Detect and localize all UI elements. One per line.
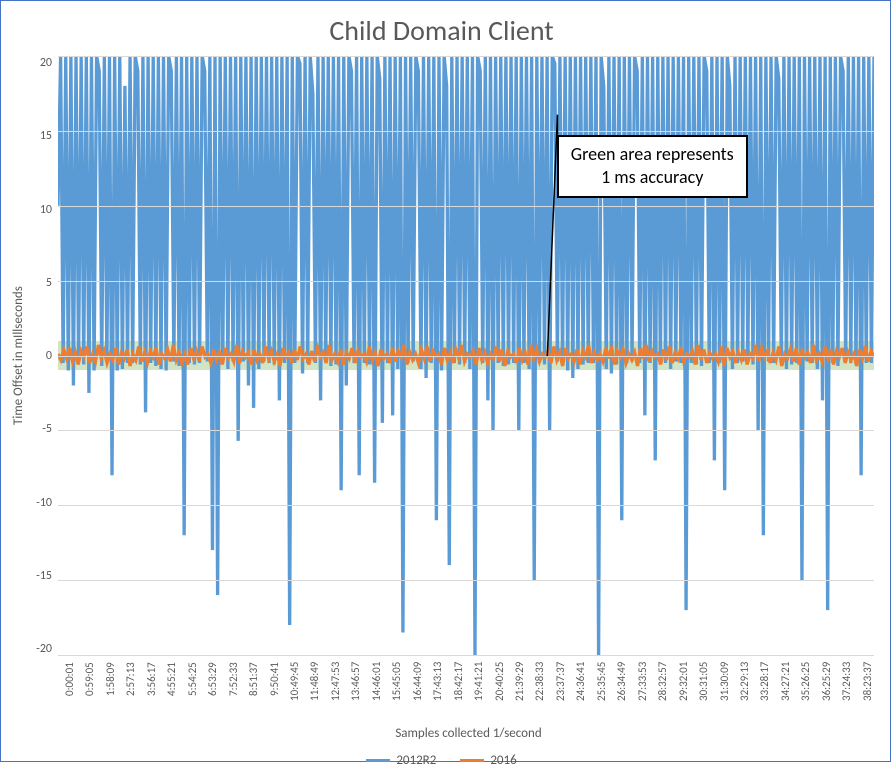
y-tick: -20 [36, 642, 52, 656]
gridline [58, 206, 874, 207]
y-tick: 0 [46, 349, 52, 363]
legend-item: 2016 [460, 753, 516, 768]
y-axis-label: Time Offset in mIllseconds [9, 56, 28, 656]
y-tick: 20 [40, 56, 52, 70]
annotation-text-line1: Green area represents [571, 143, 734, 165]
legend-label: 2012R2 [396, 753, 436, 768]
y-axis-ticks: 20 15 10 5 0 -5 -10 -15 -20 [28, 56, 58, 656]
y-tick: 15 [40, 129, 52, 143]
x-tick: 16:44:09 [411, 662, 424, 722]
plot-area [58, 56, 874, 656]
x-tick: 8:51:37 [247, 662, 260, 722]
gridline [58, 655, 874, 656]
x-tick: 0:59:05 [83, 662, 96, 722]
x-axis-ticks: 0:00:01 0:59:05 1:58:09 2:57:13 3:56:17 4:55:… [63, 662, 874, 722]
x-tick: 11:48:49 [308, 662, 321, 722]
x-tick: 31:30:09 [718, 662, 731, 722]
x-tick: 5:54:25 [186, 662, 199, 722]
chart-title: Child Domain Client [9, 13, 874, 48]
x-tick: 14:46:01 [370, 662, 383, 722]
x-tick: 10:49:45 [288, 662, 301, 722]
x-tick: 32:29:13 [738, 662, 751, 722]
y-tick: -15 [36, 569, 52, 583]
x-tick: 17:43:13 [431, 662, 444, 722]
x-tick: 28:32:57 [656, 662, 669, 722]
gridline [58, 56, 874, 57]
annotation-text-line2: 1 ms accuracy [601, 166, 703, 188]
legend-item: 2012R2 [366, 753, 436, 768]
chart-container: Child Domain Client Time Offset in mIlls… [0, 0, 891, 762]
gridline [58, 505, 874, 506]
legend-label: 2016 [490, 753, 516, 768]
x-tick: 12:47:53 [329, 662, 342, 722]
annotation-box: Green area represents 1 ms accuracy [557, 135, 748, 198]
x-tick: 20:40:25 [493, 662, 506, 722]
x-tick: 30:31:05 [697, 662, 710, 722]
x-tick: 7:52:33 [227, 662, 240, 722]
x-tick: 23:37:37 [554, 662, 567, 722]
x-tick: 0:00:01 [63, 662, 76, 722]
x-tick: 19:41:21 [472, 662, 485, 722]
x-tick: 34:27:21 [779, 662, 792, 722]
x-tick: 25:35:45 [595, 662, 608, 722]
x-tick: 4:55:21 [165, 662, 178, 722]
y-tick: -5 [42, 422, 52, 436]
x-axis-row: 0:00:01 0:59:05 1:58:09 2:57:13 3:56:17 4:55:… [63, 662, 874, 722]
x-tick: 35:26:25 [799, 662, 812, 722]
legend: 2012R2 2016 [9, 753, 874, 768]
x-tick: 15:45:05 [390, 662, 403, 722]
x-tick: 33:28:17 [758, 662, 771, 722]
x-tick: 21:39:29 [513, 662, 526, 722]
gridline [58, 580, 874, 581]
x-tick: 29:32:01 [677, 662, 690, 722]
x-tick: 9:50:41 [268, 662, 281, 722]
gridline [58, 281, 874, 282]
x-tick: 38:23:37 [861, 662, 874, 722]
gridline [58, 131, 874, 132]
x-tick: 3:56:17 [145, 662, 158, 722]
x-tick: 18:42:17 [452, 662, 465, 722]
x-tick: 37:24:33 [840, 662, 853, 722]
gridline [58, 356, 874, 357]
x-axis-label: Samples collected 1/second [63, 726, 874, 741]
y-tick: 10 [40, 203, 52, 217]
x-tick: 22:38:33 [533, 662, 546, 722]
x-tick: 2:57:13 [124, 662, 137, 722]
y-tick: -10 [36, 496, 52, 510]
x-tick: 1:58:09 [104, 662, 117, 722]
x-tick: 13:46:57 [349, 662, 362, 722]
x-tick: 36:25:29 [820, 662, 833, 722]
x-tick: 26:34:49 [615, 662, 628, 722]
x-tick: 24:36:41 [574, 662, 587, 722]
x-tick: 6:53:29 [206, 662, 219, 722]
gridline [58, 430, 874, 431]
y-tick: 5 [46, 276, 52, 290]
x-tick: 27:33:53 [636, 662, 649, 722]
